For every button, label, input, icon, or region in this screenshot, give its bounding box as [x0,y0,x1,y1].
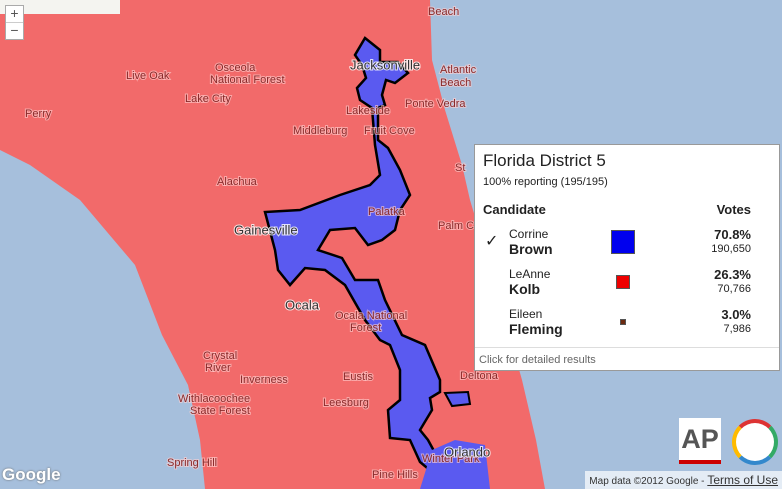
place-label: Ocala National [335,310,407,322]
popup-title: Florida District 5 [483,151,606,170]
place-label: Pine Hills [372,469,418,481]
place-label: Lakeside [346,105,390,117]
terms-link[interactable]: Terms of Use [707,473,778,487]
attribution-text: Map data ©2012 Google - [589,476,705,487]
place-label: Ocala [285,297,320,312]
last-name: Kolb [509,281,541,297]
place-label: Orlando [444,444,490,459]
votes-header: Votes [716,202,751,217]
last-name: Brown [509,241,553,257]
place-label: Spring Hill [167,457,217,469]
place-label: National Forest [210,74,285,86]
votes: 7,986 [723,323,751,335]
reporting: 100% reporting (195/195) [483,176,608,188]
place-label: Osceola [215,62,256,74]
place-label: Deltona [460,370,499,382]
first-name: LeAnne [509,267,551,281]
place-label: Live Oak [126,70,170,82]
place-label: Beach [428,6,459,18]
zoom-out[interactable]: − [6,22,23,39]
zoom-control: + − [5,5,24,40]
share-square [615,274,631,290]
place-label: Withlacoochee [178,393,250,405]
percent: 26.3% [714,267,751,282]
district-piece [443,390,472,408]
candidate-row: ✓ Corrine Brown 70.8% 190,650 [475,227,779,267]
district-outline [263,36,442,474]
place-label: Middleburg [293,125,347,137]
place-label: Jacksonville [350,57,420,72]
place-label: Winter Park [422,453,480,465]
place-label: Gainesville [234,222,298,237]
unloaded-tile [0,0,120,14]
first-name: Eileen [509,307,543,321]
votes: 190,650 [711,243,751,255]
results-popup: Florida District 5 100% reporting (195/1… [474,144,780,371]
place-label: Beach [440,77,471,89]
neighbor-district [420,440,490,489]
percent: 70.8% [714,227,751,242]
place-label: Crystal [203,350,237,362]
candidate-row: Eileen Fleming 3.0% 7,986 [475,307,779,347]
place-label: Leesburg [323,397,369,409]
place-label: Atlantic [440,64,477,76]
place-label: Palm C [438,220,474,232]
winner-check: ✓ [485,233,499,250]
place-label: Forest [350,322,381,334]
attribution: Map data ©2012 Google - Terms of Use [585,471,782,489]
place-label: Ponte Vedra [405,98,466,110]
google-logo: Google [2,465,61,484]
details-link[interactable]: Click for detailed results [475,347,779,372]
place-label: Perry [25,108,52,120]
candidate-header: Candidate [483,202,546,217]
votes: 70,766 [717,283,751,295]
place-label: Palatka [368,206,406,218]
place-label: St [455,162,465,174]
place-label: River [205,362,231,374]
place-label: Eustis [343,371,373,383]
ap-logo: AP [679,418,721,464]
candidate-row: LeAnne Kolb 26.3% 70,766 [475,267,779,307]
percent: 3.0% [721,307,751,322]
first-name: Corrine [509,227,549,241]
place-label: Lake City [185,93,231,105]
share-square [620,319,626,325]
place-label: Alachua [217,176,258,188]
place-label: State Forest [190,405,250,417]
google-plus-logo[interactable] [732,419,778,465]
place-label: Inverness [240,374,288,386]
last-name: Fleming [509,321,563,337]
zoom-in[interactable]: + [10,5,19,21]
place-label: Fruit Cove [364,125,415,137]
share-square [610,229,636,255]
